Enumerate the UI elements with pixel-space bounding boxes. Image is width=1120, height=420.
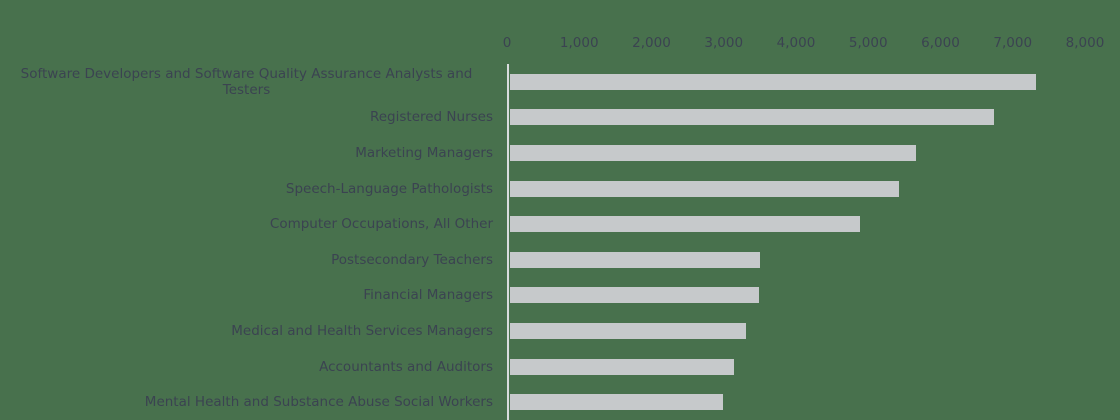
bar [510,109,994,126]
category-label: Computer Occupations, All Other [0,206,499,242]
bar [510,144,916,161]
bar [510,287,759,304]
x-tick-label: 0 [502,35,512,51]
bar-row: Marketing Managers [0,135,1120,171]
x-tick-label: 5,000 [848,35,888,51]
category-label: Registered Nurses [0,100,499,136]
bar-row: Speech-Language Pathologists [0,171,1120,207]
bar-row: Medical and Health Services Managers [0,313,1120,349]
bar [510,251,760,268]
bar-row: Computer Occupations, All Other [0,206,1120,242]
bar-row: Registered Nurses [0,100,1120,136]
bar [510,358,734,375]
category-label: Mental Health and Substance Abuse Social… [0,384,499,420]
category-label-text: Speech-Language Pathologists [285,180,493,197]
bar [510,216,860,233]
category-label: Speech-Language Pathologists [0,171,499,207]
category-label-text: Registered Nurses [369,109,493,126]
category-label: Marketing Managers [0,135,499,171]
bar-row: Mental Health and Substance Abuse Social… [0,384,1120,420]
category-label-text: Medical and Health Services Managers [231,322,493,339]
bar [510,180,899,197]
x-tick-label: 6,000 [921,35,960,51]
category-label-text: Computer Occupations, All Other [269,216,493,233]
bar-row: Accountants and Auditors [0,349,1120,385]
x-tick-label: 7,000 [993,35,1033,51]
category-label-text: Mental Health and Substance Abuse Social… [144,394,493,411]
category-label: Software Developers and Software Quality… [0,64,499,100]
bar [510,322,746,339]
bar-row: Software Developers and Software Quality… [0,64,1120,100]
category-label-text: Software Developers and Software Quality… [20,65,473,98]
category-label-text: Postsecondary Teachers [331,251,493,268]
category-label-text: Accountants and Auditors [319,358,493,375]
category-label: Postsecondary Teachers [0,242,499,278]
y-axis-line [507,64,509,420]
bar [510,394,723,411]
bar-row: Financial Managers [0,278,1120,314]
x-tick-label: 8,000 [1065,35,1105,51]
category-label: Accountants and Auditors [0,349,499,385]
category-label: Financial Managers [0,278,499,314]
x-tick-label: 3,000 [704,35,744,51]
category-label-text: Marketing Managers [355,144,493,161]
x-tick-label: 1,000 [559,35,599,51]
x-tick-label: 4,000 [776,35,816,51]
category-label-text: Financial Managers [363,287,493,304]
category-label: Medical and Health Services Managers [0,313,499,349]
bar [510,73,1036,90]
x-tick-label: 2,000 [632,35,671,51]
bar-row: Postsecondary Teachers [0,242,1120,278]
